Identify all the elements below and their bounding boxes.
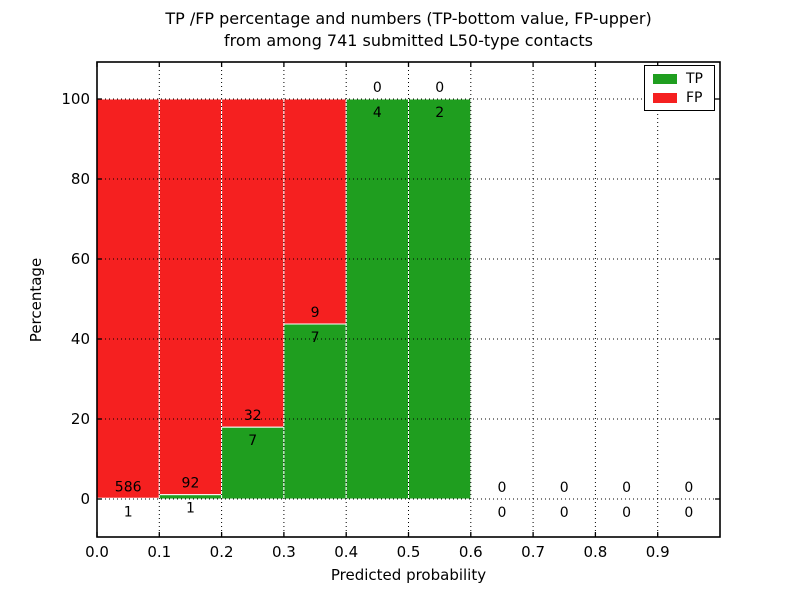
tp-legend-swatch	[653, 73, 677, 84]
y-tick-label: 20	[71, 410, 90, 428]
tp-bar-segment	[158, 494, 223, 500]
fp-legend-label: FP	[686, 89, 703, 106]
fp-count-label: 32	[244, 408, 262, 424]
tp-legend-label: TP	[686, 70, 703, 87]
fp-count-label: 0	[684, 480, 693, 496]
fp-bar-segment	[96, 98, 160, 499]
y-tick-label: 60	[71, 250, 90, 268]
tp-count-label: 0	[560, 505, 569, 521]
x-tick-label: 0.2	[210, 543, 234, 561]
tp-count-label: 7	[311, 330, 320, 346]
x-tick-label: 0.9	[646, 543, 670, 561]
tp-count-label: 7	[248, 433, 257, 449]
fp-count-label: 0	[497, 480, 506, 496]
y-tick-label: 80	[71, 170, 90, 188]
chart-title-line1: TP /FP percentage and numbers (TP-bottom…	[165, 9, 652, 28]
tp-count-label: 4	[373, 105, 382, 121]
tp-count-label: 1	[124, 504, 133, 520]
legend-item-fp: FP	[653, 91, 714, 105]
x-tick-label: 0.6	[459, 543, 483, 561]
fp-count-label: 586	[115, 479, 142, 495]
fp-count-label: 0	[622, 480, 631, 496]
fp-legend-swatch	[653, 92, 677, 103]
x-tick-label: 0.0	[85, 543, 109, 561]
x-tick-label: 0.1	[147, 543, 171, 561]
tp-count-label: 2	[435, 105, 444, 121]
y-tick-label: 40	[71, 330, 90, 348]
fp-count-label: 9	[311, 305, 320, 321]
x-tick-label: 0.5	[397, 543, 421, 561]
x-tick-label: 0.8	[583, 543, 607, 561]
x-axis-label: Predicted probability	[330, 566, 487, 584]
tp-count-label: 0	[497, 505, 506, 521]
chart-title: TP /FP percentage and numbers (TP-bottom…	[97, 8, 720, 52]
fp-bar-segment	[158, 98, 223, 496]
fp-count-label: 0	[373, 80, 382, 96]
fp-count-label: 0	[435, 80, 444, 96]
tp-count-label: 1	[186, 501, 195, 517]
y-tick-label: 100	[61, 90, 90, 108]
y-tick-label: 0	[80, 490, 90, 508]
tp-bar-segment	[283, 323, 347, 500]
legend: TP FP	[644, 65, 715, 111]
fp-bar-segment	[221, 98, 285, 428]
x-tick-label: 0.7	[521, 543, 545, 561]
fp-count-label: 0	[560, 480, 569, 496]
legend-item-tp: TP	[653, 72, 714, 86]
fp-count-label: 92	[182, 476, 200, 492]
axes-frame	[96, 61, 721, 538]
tp-count-label: 0	[622, 505, 631, 521]
tp-bar-segment	[345, 98, 410, 500]
tp-bar-segment	[408, 98, 472, 500]
x-tick-label: 0.4	[334, 543, 358, 561]
chart-title-line2: from among 741 submitted L50-type contac…	[224, 31, 593, 50]
x-tick-label: 0.3	[272, 543, 296, 561]
tp-count-label: 0	[684, 505, 693, 521]
fp-bar-segment	[283, 98, 347, 325]
